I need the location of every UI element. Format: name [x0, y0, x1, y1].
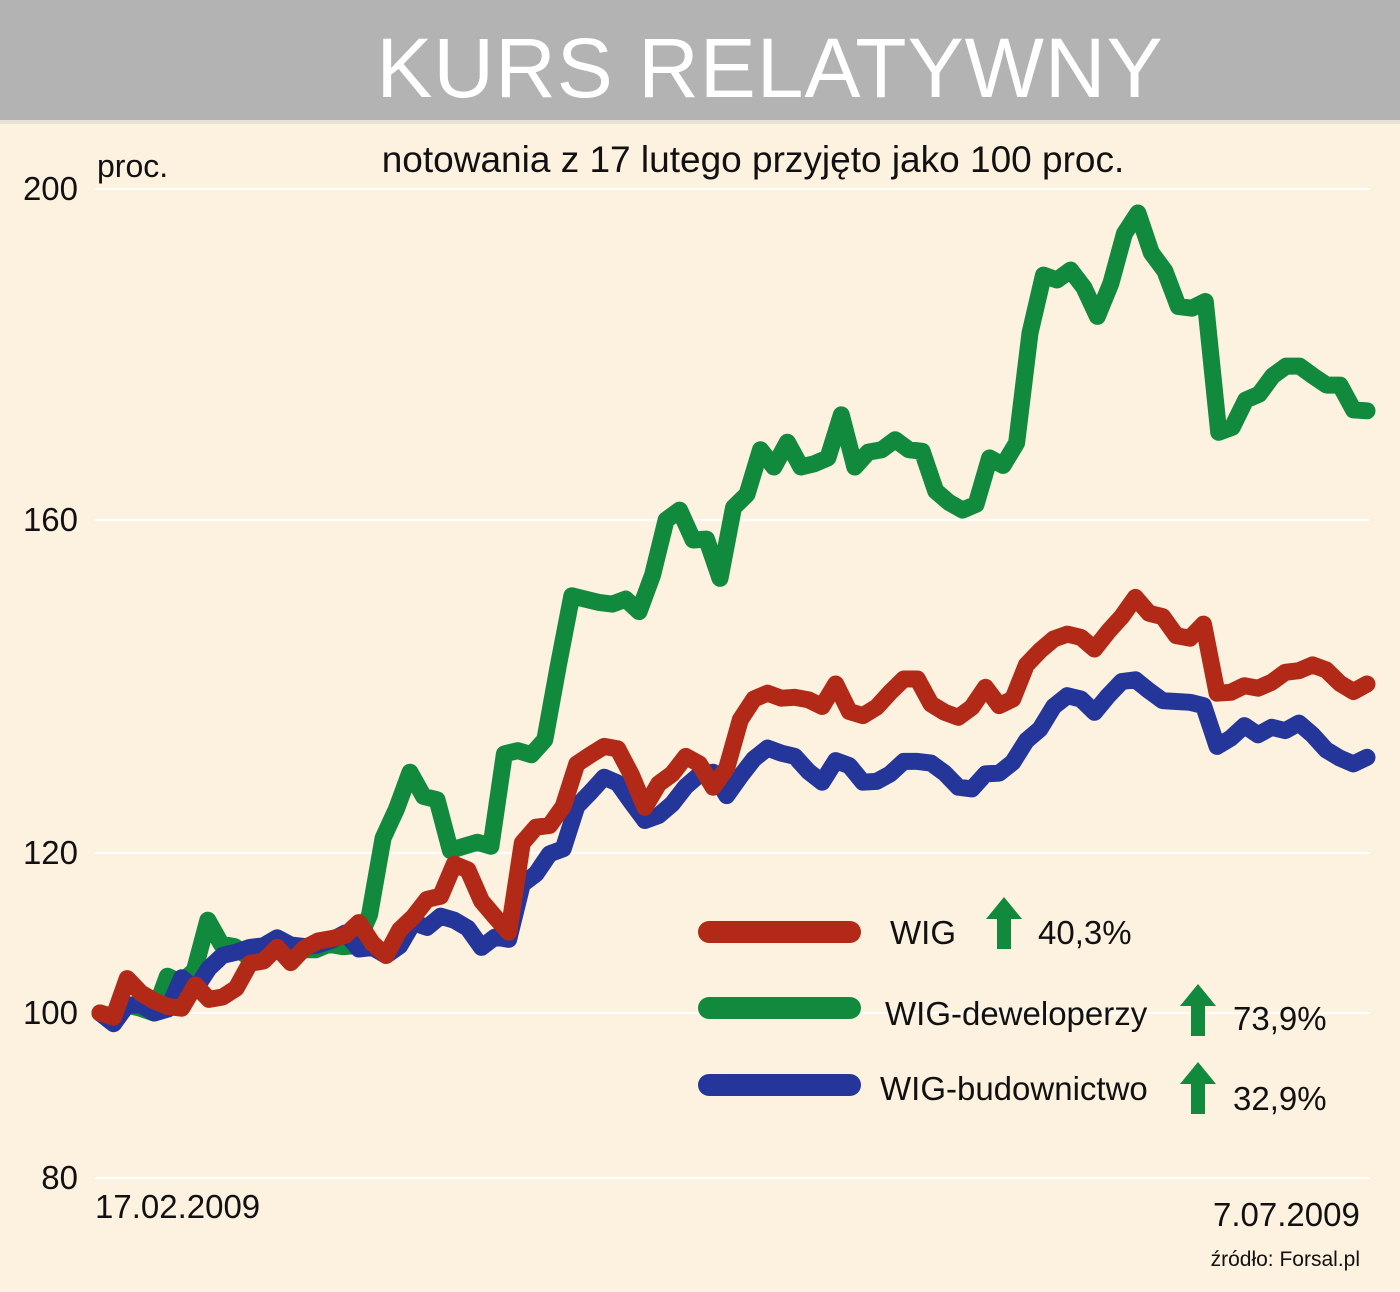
legend-change-wig: 40,3% — [1038, 914, 1132, 951]
chart-title: KURS RELATYWNY — [376, 21, 1164, 115]
up-arrow-icon — [1180, 1062, 1216, 1114]
legend-label-deweloperzy: WIG-deweloperzy — [885, 995, 1148, 1032]
source-note: źródło: Forsal.pl — [1210, 1248, 1360, 1271]
legend-swatch-budownictwo — [698, 1074, 861, 1096]
y-tick-label: 200 — [22, 170, 78, 207]
legend-label-wig: WIG — [890, 914, 956, 951]
y-tick-label: 80 — [41, 1159, 78, 1196]
series-line-deweloperzy — [91, 204, 1376, 1026]
legend-swatch-wig — [698, 921, 861, 943]
legend-swatch-deweloperzy — [698, 997, 861, 1019]
chart-subtitle: notowania z 17 lutego przyjęto jako 100 … — [381, 139, 1125, 180]
series-lines — [91, 204, 1376, 1033]
series-line-wig — [91, 588, 1376, 1026]
y-tick-label: 100 — [22, 994, 78, 1031]
legend-label-budownictwo: WIG-budownictwo — [880, 1070, 1148, 1107]
y-tick-label: 160 — [22, 501, 78, 538]
y-tick-label: 120 — [22, 834, 78, 871]
x-tick-start: 17.02.2009 — [95, 1188, 261, 1225]
legend-change-budownictwo: 32,9% — [1233, 1080, 1327, 1117]
y-axis-unit: proc. — [97, 148, 169, 184]
legend-change-deweloperzy: 73,9% — [1233, 1000, 1327, 1037]
title-bar — [0, 0, 1400, 124]
up-arrow-icon — [1180, 984, 1216, 1036]
up-arrow-icon — [986, 897, 1022, 949]
x-tick-end: 7.07.2009 — [1213, 1196, 1360, 1233]
